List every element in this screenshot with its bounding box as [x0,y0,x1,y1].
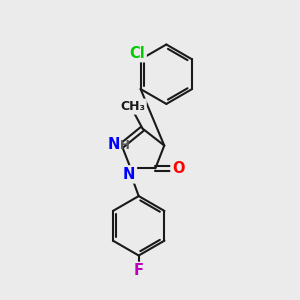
Text: N: N [123,167,135,182]
Text: H: H [120,139,130,152]
Text: N: N [107,136,120,152]
Text: F: F [134,263,144,278]
Text: CH₃: CH₃ [120,100,145,113]
Text: Cl: Cl [129,46,145,61]
Text: O: O [172,161,184,176]
